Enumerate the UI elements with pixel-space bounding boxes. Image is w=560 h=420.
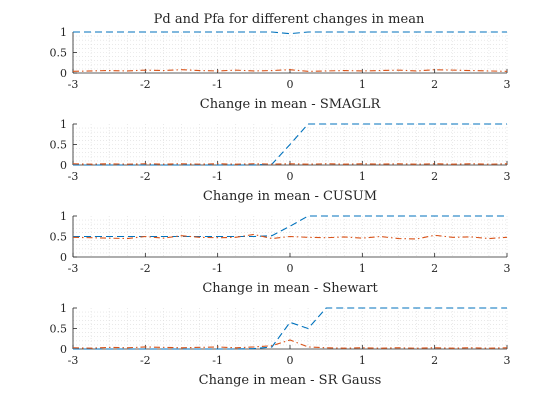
series-line-pd (73, 123, 507, 166)
x-tick-label: 0 (287, 354, 294, 367)
x-tick-label: -2 (140, 170, 151, 183)
y-tick-label: 1 (60, 118, 67, 131)
x-tick-label: 3 (504, 354, 511, 367)
x-tick-label: -1 (212, 354, 223, 367)
x-tick-label: -1 (212, 170, 223, 183)
x-tick-label: 0 (287, 170, 294, 183)
y-tick-label: 1 (60, 210, 67, 223)
y-tick-label: 0.5 (50, 231, 68, 244)
y-tick-label: 0 (60, 251, 67, 264)
x-tick-label: 2 (431, 170, 438, 183)
y-tick-label: 0.5 (50, 323, 68, 336)
x-tick-label: 3 (504, 170, 511, 183)
x-axis-label: Change in mean - SR Gauss (199, 373, 382, 388)
x-tick-label: 3 (504, 262, 511, 275)
x-tick-label: -2 (140, 354, 151, 367)
x-tick-label: 3 (504, 78, 511, 91)
y-tick-label: 1 (60, 302, 67, 315)
x-tick-label: -3 (68, 170, 79, 183)
subplot-4: -3 -2 -1 0 1 2 3 0 0.5 1 Change in mean - SR Gauss (50, 302, 511, 388)
y-tick-label: 0 (60, 343, 67, 356)
x-axis-label: Change in mean - SMAGLR (200, 97, 382, 112)
y-tick-label: 0.5 (50, 139, 68, 152)
x-tick-label: 2 (431, 354, 438, 367)
x-tick-label: -1 (212, 78, 223, 91)
x-tick-label: 2 (431, 78, 438, 91)
chart-title: Pd and Pfa for different changes in mean (154, 12, 425, 27)
x-tick-label: -2 (140, 78, 151, 91)
x-tick-label: 0 (287, 78, 294, 91)
series-line-pfa (72, 233, 508, 240)
subplot-3: -3 -2 -1 0 1 2 3 0 0.5 1 Change in mean - Shewart (50, 210, 511, 296)
subplot-2: -3 -2 -1 0 1 2 3 0 0.5 1 Change in mean - CUSUM (50, 118, 511, 204)
x-tick-label: -1 (212, 262, 223, 275)
x-tick-label: 1 (359, 170, 366, 183)
x-tick-label: -2 (140, 262, 151, 275)
y-tick-label: 0 (60, 67, 67, 80)
x-axis-label: Change in mean - CUSUM (203, 189, 377, 204)
y-tick-label: 1 (60, 26, 67, 39)
y-tick-label: 0.5 (50, 47, 68, 60)
x-axis-label: Change in mean - Shewart (202, 281, 378, 296)
series-line-pd (73, 31, 507, 35)
x-tick-label: 2 (431, 262, 438, 275)
x-tick-label: 1 (359, 262, 366, 275)
y-tick-label: 0 (60, 159, 67, 172)
series-line-pfa (72, 339, 508, 349)
series-line-pfa (72, 69, 508, 72)
subplot-1: -3 -2 -1 0 1 2 3 0 0.5 1 Change in mean - SMAGLR (50, 26, 511, 112)
series-line-pd (73, 307, 507, 350)
x-tick-label: -3 (68, 354, 79, 367)
x-tick-label: -3 (68, 262, 79, 275)
x-tick-label: -3 (68, 78, 79, 91)
x-tick-label: 1 (359, 354, 366, 367)
x-tick-label: 1 (359, 78, 366, 91)
x-tick-label: 0 (287, 262, 294, 275)
